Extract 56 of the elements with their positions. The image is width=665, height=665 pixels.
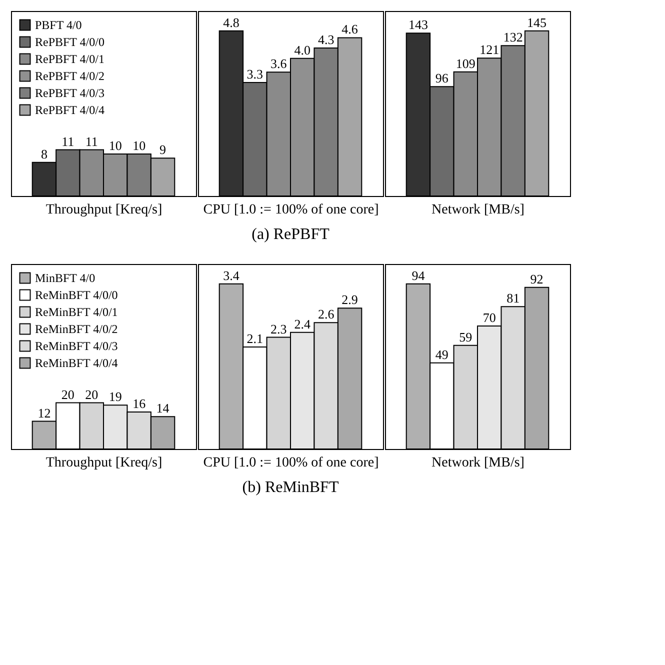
text: (a) RePBFT [252,226,330,243]
legend-label: ReMinBFT 4/0/4 [35,356,118,370]
data-label: 20 [61,386,74,402]
data-label: 94 [412,268,426,283]
data-label: 143 [408,17,428,32]
legend-label: RePBFT 4/0/4 [35,103,104,117]
text: (b) ReMinBFT [242,479,339,496]
data-label: 2.6 [318,306,335,322]
data-label: 109 [456,56,476,71]
data-label: 4.8 [223,14,240,30]
x-axis-title: Network [MB/s] [432,202,524,218]
data-label: 4.3 [318,32,334,48]
data-label: 11 [62,134,74,149]
x-axis-title: CPU [1.0 := 100% of one core] [203,456,379,470]
data-label: 11 [85,134,98,149]
data-label: 3.4 [223,268,240,283]
x-axis-title: Network [MB/s] [432,456,524,470]
data-label: 92 [530,271,544,286]
legend-label: MinBFT 4/0 [35,271,96,285]
data-label: 10 [108,138,122,153]
legend-label: PBFT 4/0 [35,18,82,32]
legend-label: ReMinBFT 4/0/2 [35,322,118,336]
data-label: 12 [38,405,51,420]
data-label: 2.4 [294,316,311,332]
data-label: 9 [160,142,166,158]
data-label: 70 [482,310,496,325]
legend-label: RePBFT 4/0/1 [35,52,104,66]
data-label: 4.0 [294,42,310,58]
data-label: 10 [132,138,146,153]
data-label: 3.3 [246,66,264,82]
data-label: 20 [85,386,98,402]
legend-label: ReMinBFT 4/0/1 [35,305,118,319]
legend-label: RePBFT 4/0/0 [35,35,104,49]
data-label: 19 [108,389,122,404]
data-label: 145 [527,14,547,30]
legend-label: RePBFT 4/0/2 [35,69,104,83]
data-label: 49 [435,346,448,362]
x-axis-title: Throughput [Kreq/s] [46,456,162,470]
data-label: 16 [132,396,146,411]
data-label: 2.3 [270,321,287,336]
data-label: 132 [503,30,523,45]
legend-label: ReMinBFT 4/0/3 [35,339,118,353]
legend-label: ReMinBFT 4/0/0 [35,288,118,302]
x-axis-title: Throughput [Kreq/s] [46,202,162,218]
data-label: 121 [480,42,500,58]
data-label: 2.1 [246,330,264,346]
data-label: 8 [40,146,48,162]
legend-label: RePBFT 4/0/3 [35,86,104,100]
data-label: 59 [459,329,472,344]
data-label: 4.6 [342,22,358,37]
data-label: 3.6 [270,56,288,72]
x-axis-title: CPU [1.0 := 100% of one core] [203,202,379,218]
data-label: 81 [506,290,520,306]
data-label: 14 [156,400,170,416]
data-label: 96 [435,70,449,86]
data-label: 2.9 [342,292,358,308]
